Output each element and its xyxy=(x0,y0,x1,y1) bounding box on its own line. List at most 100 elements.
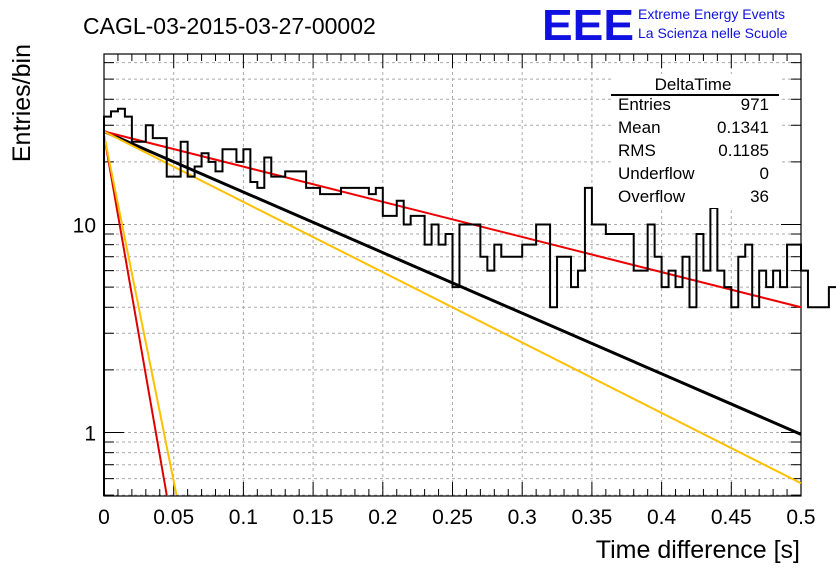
histogram-bin xyxy=(229,149,236,496)
histogram-bin xyxy=(822,307,829,496)
x-tick-label: 0.05 xyxy=(153,506,194,529)
histogram-bin xyxy=(648,225,655,497)
histogram-bin xyxy=(683,257,690,496)
histogram-bin xyxy=(578,271,585,496)
stats-value: 0.1341 xyxy=(717,118,769,137)
histogram-bin xyxy=(320,194,327,496)
histogram-bin xyxy=(383,216,390,496)
logo-line-1: Extreme Energy Events xyxy=(638,6,785,22)
histogram-bin xyxy=(696,234,703,496)
histogram-bin xyxy=(139,142,146,496)
stats-label: Overflow xyxy=(618,187,686,206)
fit-line xyxy=(103,134,178,496)
histogram-bin xyxy=(773,271,780,496)
histogram-bin xyxy=(801,271,808,496)
histogram-bin xyxy=(599,225,606,497)
stats-rows: Entries 971 Mean 0.1341 RMS 0.1185 Underflow 0 O… xyxy=(618,95,769,206)
histogram-bin xyxy=(557,257,564,496)
x-tick-label: 0 xyxy=(98,506,110,529)
fit-line xyxy=(103,130,802,309)
histogram-bin xyxy=(655,257,662,496)
histogram-bin xyxy=(808,307,815,496)
x-tick-label: 0.1 xyxy=(229,506,258,529)
histogram-bin xyxy=(606,234,613,496)
histogram-bin xyxy=(641,271,648,496)
histogram-bin xyxy=(717,271,724,496)
histogram-bin xyxy=(703,271,710,496)
histogram-bin xyxy=(181,142,188,496)
histogram-bin xyxy=(501,257,508,496)
x-tick-labels: 0 0.05 0.1 0.15 0.2 0.25 0.3 0.35 0.4 0.45 0.5 xyxy=(98,506,815,529)
histogram-bin xyxy=(327,194,334,496)
histogram-bin xyxy=(487,271,494,496)
histogram-bin xyxy=(411,216,418,496)
histogram-bin xyxy=(634,271,641,496)
histogram-bin xyxy=(111,111,118,496)
x-tick-label: 0.4 xyxy=(647,506,677,529)
histogram-bin xyxy=(418,216,425,496)
stats-value: 971 xyxy=(741,95,769,114)
histogram-bin xyxy=(195,167,202,496)
histogram-bin xyxy=(446,234,453,496)
histogram-bin xyxy=(459,225,466,497)
histogram-bin xyxy=(209,162,216,496)
fit-line xyxy=(103,130,802,485)
histogram-bin xyxy=(515,257,522,496)
histogram-bin xyxy=(669,271,676,496)
histogram-bin xyxy=(564,257,571,496)
histogram-bin xyxy=(829,287,836,496)
histogram-bin xyxy=(432,225,439,497)
histogram-bin xyxy=(613,234,620,496)
histogram-bin xyxy=(550,307,557,496)
histogram-bin xyxy=(815,307,822,496)
histogram-bin xyxy=(222,149,229,496)
x-tick-label: 0.2 xyxy=(368,506,397,529)
histogram-bin xyxy=(473,225,480,497)
histogram-bin xyxy=(752,307,759,496)
histogram-bin xyxy=(334,194,341,496)
axis-ticks xyxy=(103,54,802,496)
histogram-bin xyxy=(369,194,376,496)
histogram-bin xyxy=(202,153,209,496)
histogram-bin xyxy=(466,225,473,497)
x-tick-label: 0.3 xyxy=(508,506,537,529)
x-tick-label: 0.25 xyxy=(432,506,473,529)
histogram-bin xyxy=(543,225,550,497)
stats-value: 0.1185 xyxy=(718,141,769,160)
histogram-bin xyxy=(731,307,738,496)
fit-line xyxy=(103,134,168,496)
y-axis-title: Entries/bin xyxy=(8,44,36,162)
histogram-bin xyxy=(627,234,634,496)
histogram-bars xyxy=(103,107,836,497)
x-tick-label: 0.5 xyxy=(786,506,815,529)
y-tick-label: 1 xyxy=(84,423,96,446)
x-axis-title: Time difference [s] xyxy=(596,536,800,564)
histogram-bin xyxy=(250,182,257,496)
histogram-bin xyxy=(264,157,271,496)
chart-title: CAGL-03-2015-03-27-00002 xyxy=(83,13,376,39)
histogram-outline xyxy=(103,107,836,496)
x-tick-label: 0.45 xyxy=(711,506,752,529)
stats-label: Mean xyxy=(618,118,661,137)
histogram-bin xyxy=(536,225,543,497)
logo-line-2: La Scienza nelle Scuole xyxy=(638,25,788,41)
histogram-bin xyxy=(620,234,627,496)
x-tick-label: 0.15 xyxy=(293,506,334,529)
stats-box: DeltaTime Entries 971 Mean 0.1341 RMS 0.1185 U… xyxy=(611,74,779,208)
stats-value: 36 xyxy=(750,187,769,206)
histogram-bin xyxy=(508,257,515,496)
stats-value: 0 xyxy=(760,164,769,183)
y-tick-labels: 1 10 xyxy=(73,215,96,446)
histogram-bin xyxy=(592,225,599,497)
stats-label: RMS xyxy=(618,141,656,160)
eee-logo: EEE xyxy=(542,1,634,50)
y-tick-label: 10 xyxy=(73,215,96,238)
histogram-bin xyxy=(689,307,696,496)
histogram-bin xyxy=(125,117,132,496)
histogram-bin xyxy=(118,109,125,496)
histogram-bin xyxy=(480,257,487,496)
stats-label: Underflow xyxy=(618,164,695,183)
histogram-bin xyxy=(146,125,153,496)
stats-box-title: DeltaTime xyxy=(655,75,732,94)
